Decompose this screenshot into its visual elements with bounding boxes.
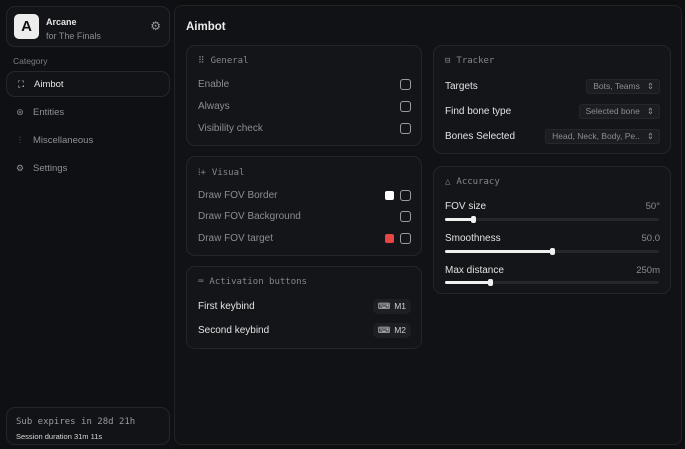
entities-icon: ⊛ xyxy=(16,106,24,117)
draw-fov-border-row[interactable]: Draw FOV Border xyxy=(198,187,411,203)
target-color-swatch[interactable] xyxy=(385,233,394,243)
subscription-card: Sub expires in 28d 21h Session duration … xyxy=(6,407,170,445)
general-always-row[interactable]: Always xyxy=(198,98,411,114)
smoothness-row: Smoothness 50.0 xyxy=(445,232,660,244)
card-header: ⌨ Activation buttons xyxy=(198,277,307,287)
triangle-icon: △ xyxy=(445,177,451,187)
app-subtitle: for The Finals xyxy=(46,31,101,41)
general-enable-row[interactable]: Enable xyxy=(198,76,411,92)
general-card: ⠿ General Enable Always Visibility check xyxy=(186,45,422,146)
slider-handle xyxy=(487,279,493,286)
chevron-updown-icon: ⇕ xyxy=(646,80,654,91)
smoothness-slider[interactable] xyxy=(445,248,659,255)
card-header: ⊟ Tracker xyxy=(445,56,495,66)
main-panel: Aimbot ⠿ General Enable Always Visibility… xyxy=(174,5,682,445)
visibility-check-checkbox[interactable] xyxy=(400,122,411,134)
draw-fov-border-checkbox[interactable] xyxy=(400,189,411,201)
session-duration: Session duration 31m 11s xyxy=(16,432,103,441)
general-visibility-row[interactable]: Visibility check xyxy=(198,120,411,136)
chevron-updown-icon: ⇕ xyxy=(646,130,654,141)
sidebar-item-label: Miscellaneous xyxy=(33,134,94,146)
visual-card: ⁞+ Visual Draw FOV Border Draw FOV Backgr… xyxy=(186,156,422,256)
settings-gear-icon[interactable]: ⚙ xyxy=(150,19,161,33)
bone-type-row: Find bone type Selected bone ⇕ xyxy=(445,103,660,119)
app-name: Arcane xyxy=(46,17,77,27)
crosshair-icon: ⛶ xyxy=(17,78,25,89)
activation-card: ⌨ Activation buttons First keybind ⌨ M1 Sec… xyxy=(186,266,422,349)
sidebar: A Arcane for The Finals ⚙ Category ⛶ Aimb… xyxy=(0,0,174,449)
chevron-updown-icon: ⇕ xyxy=(646,105,654,116)
draw-fov-target-row[interactable]: Draw FOV target xyxy=(198,230,411,246)
fov-size-row: FOV size 50° xyxy=(445,200,660,212)
keyboard-icon: ⌨ xyxy=(377,324,391,335)
card-header: ⠿ General xyxy=(198,56,249,66)
card-header: △ Accuracy xyxy=(445,177,500,187)
sidebar-item-settings[interactable]: ⚙ Settings xyxy=(6,155,170,181)
max-distance-row: Max distance 250m xyxy=(445,264,660,276)
bones-selected-select[interactable]: Head, Neck, Body, Pe.. ⇕ xyxy=(545,128,660,144)
always-checkbox[interactable] xyxy=(400,100,411,112)
bone-type-select[interactable]: Selected bone ⇕ xyxy=(578,103,660,119)
targets-select[interactable]: Bots, Teams ⇕ xyxy=(586,78,660,94)
sidebar-item-miscellaneous[interactable]: ⫶ Miscellaneous xyxy=(6,127,170,153)
card-header: ⁞+ Visual xyxy=(198,167,245,179)
gear-icon: ⚙ xyxy=(15,162,25,173)
max-distance-slider[interactable] xyxy=(445,279,659,286)
slider-handle xyxy=(470,216,476,223)
draw-fov-target-checkbox[interactable] xyxy=(400,232,411,244)
slider-handle xyxy=(550,248,555,255)
sidebar-item-aimbot[interactable]: ⛶ Aimbot xyxy=(6,71,170,97)
keyboard-icon: ⌨ xyxy=(377,300,391,311)
sidebar-item-entities[interactable]: ⊛ Entities xyxy=(6,99,170,125)
category-label: Category xyxy=(13,56,48,66)
sidebar-item-label: Aimbot xyxy=(34,78,64,90)
fov-size-slider[interactable] xyxy=(445,216,659,223)
draw-fov-background-row[interactable]: Draw FOV Background xyxy=(198,208,411,224)
accuracy-card: △ Accuracy FOV size 50° Smoothness 50.0 Max… xyxy=(433,166,671,294)
tracker-icon: ⊟ xyxy=(445,56,451,66)
second-keybind-row: Second keybind ⌨ M2 xyxy=(198,322,411,338)
first-keybind-row: First keybind ⌨ M1 xyxy=(198,298,411,314)
brand-card: A Arcane for The Finals ⚙ xyxy=(6,6,170,47)
app-logo: A xyxy=(14,14,39,39)
sub-expires: Sub expires in 28d 21h xyxy=(16,417,136,427)
second-keybind-button[interactable]: ⌨ M2 xyxy=(372,322,411,338)
sliders-icon: ⫶ xyxy=(18,134,22,145)
tracker-card: ⊟ Tracker Targets Bots, Teams ⇕ Find bone t… xyxy=(433,45,671,154)
grid-icon: ⠿ xyxy=(198,56,205,66)
sidebar-item-label: Settings xyxy=(33,162,68,174)
sidebar-item-label: Entities xyxy=(33,106,65,118)
first-keybind-button[interactable]: ⌨ M1 xyxy=(372,298,411,314)
visual-icon: ⁞+ xyxy=(198,168,206,178)
bones-selected-row: Bones Selected Head, Neck, Body, Pe.. ⇕ xyxy=(445,128,660,144)
page-title: Aimbot xyxy=(186,21,226,33)
border-color-swatch[interactable] xyxy=(385,190,394,200)
targets-row: Targets Bots, Teams ⇕ xyxy=(445,78,660,94)
enable-checkbox[interactable] xyxy=(400,78,411,90)
keyboard-icon: ⌨ xyxy=(198,277,204,287)
draw-fov-background-checkbox[interactable] xyxy=(400,210,411,222)
